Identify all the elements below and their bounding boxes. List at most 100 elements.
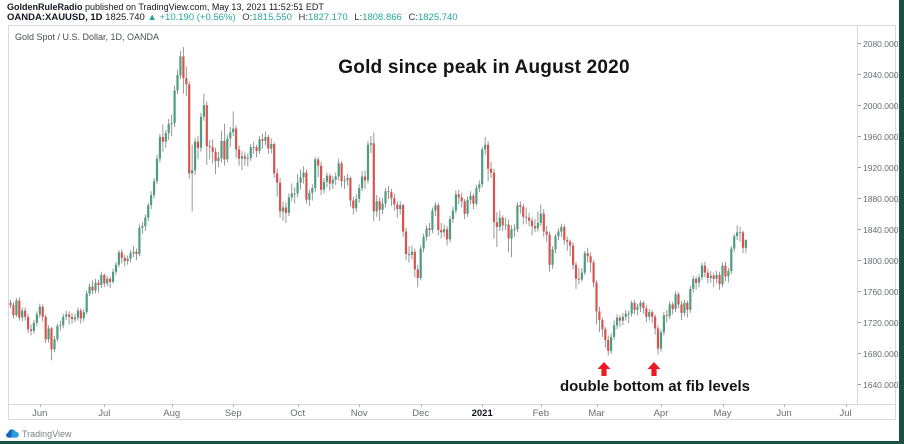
candle-body: [59, 325, 62, 327]
candle-body: [164, 133, 167, 142]
candle-body: [44, 316, 47, 340]
price-tick-mark: [858, 167, 861, 169]
candle-body: [463, 201, 466, 214]
candle-body: [208, 146, 211, 148]
candle-body: [135, 251, 138, 254]
candle-body: [35, 314, 38, 323]
candle-body: [361, 176, 364, 189]
candle-body: [273, 144, 276, 174]
time-tick-label: 2021: [471, 408, 493, 419]
candle-body: [176, 75, 179, 91]
candle-body: [601, 319, 604, 330]
chart-legend: Gold Spot / U.S. Dollar, 1D, OANDA: [15, 32, 160, 42]
candle-body: [574, 264, 578, 279]
tradingview-brand-text[interactable]: TradingView: [22, 428, 72, 439]
time-tick-mark: [661, 404, 662, 407]
time-tick-label: Feb: [532, 408, 549, 419]
candle-body: [624, 313, 627, 317]
publish-details: published on TradingView.com, May 13, 20…: [82, 2, 324, 12]
candle-body: [366, 144, 370, 181]
candle-body: [214, 151, 217, 161]
candle-body: [642, 302, 645, 309]
candle-body: [393, 198, 396, 205]
candle-body: [651, 312, 654, 317]
price-tick-label: 2000.000: [863, 100, 899, 111]
candle-body: [79, 310, 82, 319]
candle-body: [557, 231, 560, 237]
candle-body: [369, 143, 372, 145]
candle-body: [85, 293, 88, 313]
time-tick-label: Mar: [588, 408, 605, 419]
candle-body: [662, 315, 665, 333]
candle-body: [97, 282, 100, 285]
candle-body: [721, 265, 724, 285]
candlestick-series[interactable]: [9, 26, 857, 404]
candle-body: [698, 277, 701, 283]
candle-body: [114, 264, 118, 272]
candle-body: [255, 147, 258, 151]
candle-body: [299, 177, 302, 183]
time-tick-label: May: [713, 408, 732, 419]
tradingview-attribution[interactable]: TradingView: [6, 427, 72, 440]
screenshot-bottom-border: [0, 441, 904, 444]
candle-body: [276, 173, 279, 183]
candle-body: [554, 236, 557, 250]
candle-body: [709, 275, 712, 278]
candle-body: [103, 274, 106, 284]
candle-body: [270, 144, 273, 149]
candle-body: [322, 181, 326, 190]
candle-body: [613, 325, 616, 337]
candle-body: [492, 172, 496, 223]
chart-panel[interactable]: Gold Spot / U.S. Dollar, 1D, OANDA 2080.…: [8, 25, 899, 420]
candle-body: [340, 163, 343, 182]
time-tick-mark: [784, 404, 785, 407]
candle-body: [188, 84, 191, 174]
candle-body: [220, 140, 223, 158]
candle-body: [604, 329, 607, 340]
candle-body: [41, 306, 44, 317]
candle-body: [343, 180, 346, 182]
candle-body: [525, 216, 528, 218]
candle-body: [100, 274, 103, 285]
candle-body: [633, 302, 636, 310]
candle-body: [53, 339, 56, 350]
price-tick-mark: [858, 322, 861, 324]
candle-body: [112, 271, 115, 282]
candle-body: [419, 248, 422, 278]
candle-body: [50, 328, 53, 350]
candle-body: [320, 165, 323, 190]
candle-body: [317, 159, 320, 166]
candle-body: [536, 223, 539, 229]
screenshot-right-border: [899, 0, 904, 444]
time-tick-label: Dec: [412, 408, 430, 419]
close-value: 1825.740: [417, 12, 458, 23]
candle-body: [29, 329, 33, 331]
candle-body: [226, 138, 229, 160]
candle-body: [287, 197, 290, 213]
price-tick-label: 1840.000: [863, 224, 899, 235]
price-tick-mark: [858, 353, 861, 355]
candle-body: [223, 140, 226, 160]
candle-body: [158, 137, 161, 159]
price-tick-label: 1720.000: [863, 317, 899, 328]
candle-body: [390, 192, 393, 199]
candle-body: [495, 222, 498, 227]
candle-body: [106, 278, 109, 284]
candle-body: [530, 220, 534, 227]
candle-body: [94, 282, 97, 291]
candle-body: [507, 224, 510, 239]
candle-body: [161, 137, 164, 142]
time-axis-separator: [9, 404, 895, 405]
candle-body: [281, 207, 285, 212]
candle-body: [712, 275, 715, 279]
candle-body: [65, 314, 68, 317]
candle-body: [249, 147, 252, 158]
candle-body: [413, 251, 416, 270]
candle-body: [109, 278, 112, 282]
price-axis-separator: [857, 26, 858, 404]
symbol-name[interactable]: OANDA:XAUUSD, 1D: [7, 12, 103, 23]
candle-body: [279, 182, 282, 212]
candle-body: [595, 282, 598, 312]
candle-body: [528, 217, 531, 221]
candle-body: [607, 340, 610, 351]
